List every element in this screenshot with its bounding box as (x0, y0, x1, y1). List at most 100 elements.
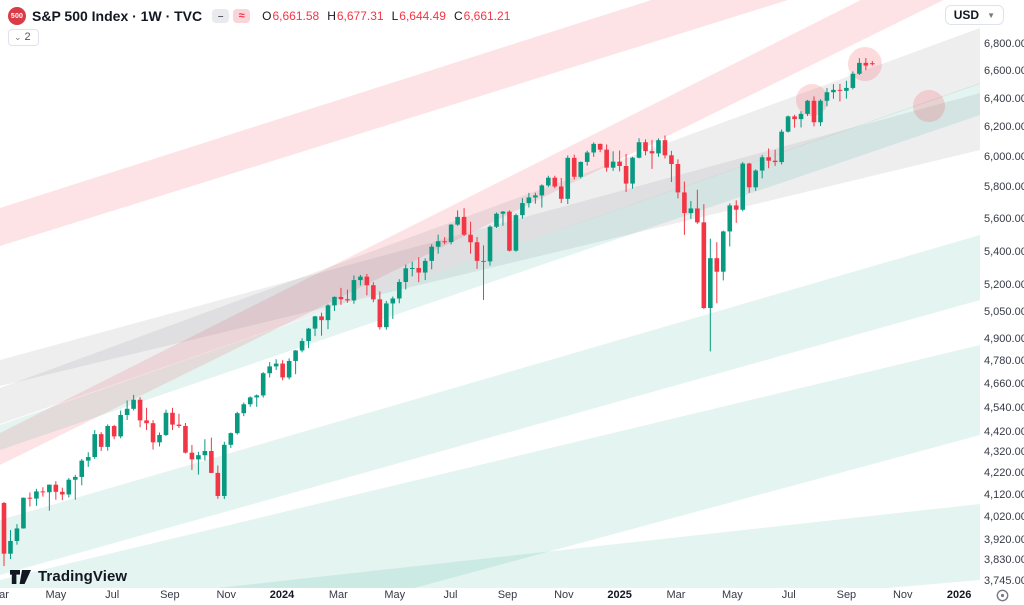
tradingview-wordmark: TradingView (38, 568, 128, 585)
tradingview-logo[interactable]: TradingView (10, 568, 127, 585)
support-band-1-band (0, 83, 980, 450)
candle-body (474, 242, 480, 261)
candle-body (565, 157, 571, 199)
candle-body (306, 328, 311, 342)
price-axis-label: 6,800.00 (984, 38, 1024, 51)
time-axis-label: Jul (105, 589, 120, 601)
candle-body (643, 142, 648, 152)
candle-body (805, 100, 810, 114)
candle-body (390, 298, 396, 304)
candle-body (358, 276, 363, 281)
time-axis-label: May (721, 589, 743, 601)
candle-body (409, 267, 415, 269)
symbol-logo: 500 (8, 7, 26, 25)
hidden-channel-chip-icon[interactable]: ≈ (233, 9, 251, 23)
candle-body (92, 434, 98, 458)
ohlc-readout: O6,661.58 H6,677.31 L6,644.49 C6,661.21 (262, 9, 510, 23)
candle-body (351, 280, 357, 301)
candle-body (785, 116, 791, 132)
candle-body (8, 540, 13, 554)
candle-body (442, 241, 447, 243)
candle-body (247, 397, 253, 405)
candle-body (183, 426, 188, 453)
candle-body (688, 208, 694, 214)
candle-body (857, 62, 862, 74)
candle-body (163, 412, 169, 435)
candle-body (500, 211, 506, 214)
candle-body (811, 100, 817, 123)
time-axis-label: Sep (497, 589, 518, 601)
symbol-title[interactable]: S&P 500 Index · 1W · TVC (32, 8, 203, 24)
time-axis-label: Sep (160, 589, 180, 601)
candle-body (299, 341, 305, 351)
candle-body (617, 161, 622, 166)
tradingview-monogram-icon (10, 569, 31, 584)
chevron-down-icon: ⌄ (14, 31, 22, 42)
candle-body (312, 316, 318, 329)
price-axis-label: 6,600.00 (984, 65, 1024, 78)
price-axis-label: 4,120.00 (984, 488, 1024, 501)
candle-body (461, 216, 467, 235)
candle-body (837, 89, 843, 91)
candle-body (338, 296, 344, 300)
time-axis-label: 2026 (946, 589, 972, 601)
candle-body (416, 267, 422, 273)
currency-selector-button[interactable]: USD ▼ (944, 5, 1004, 25)
candle-body (222, 444, 227, 496)
time-axis-label: Nov (216, 589, 237, 601)
candle-body (558, 186, 564, 199)
time-axis-label: Mar (666, 589, 686, 601)
open-value: O6,661.58 (262, 9, 320, 23)
support-band-3-band (0, 345, 980, 588)
time-axis[interactable]: Mar May Jul Sep Nov 2024 Mar May Jul Sep Nov 2025 Ma… (0, 588, 980, 605)
candle-body (487, 226, 493, 262)
support-band-4-band (217, 504, 980, 588)
candle-body (105, 426, 110, 447)
price-axis-label: 6,200.00 (984, 121, 1024, 134)
candle-body (455, 216, 460, 225)
candle-body (675, 164, 681, 193)
price-axis-label: 4,540.00 (984, 401, 1024, 414)
candle-body (520, 203, 525, 216)
candle-body (131, 399, 136, 409)
candle-body (396, 281, 402, 299)
indicator-count: 2 (24, 31, 31, 43)
candle-body (345, 299, 350, 301)
candle-body (293, 350, 298, 361)
candle-body (234, 413, 240, 434)
hidden-indicator-chip-icon[interactable]: – (212, 9, 230, 23)
time-axis-label: May (45, 589, 67, 601)
resistance-band-2-band (0, 0, 944, 465)
price-axis[interactable]: 6,800.00 6,600.00 6,400.00 6,200.00 6,000.00… (984, 0, 1024, 588)
collapse-indicators-button[interactable]: ⌄ 2 (8, 29, 39, 46)
low-value: L6,644.49 (391, 9, 446, 23)
candle-body (740, 163, 746, 210)
candle-body (604, 149, 609, 168)
price-axis-label: 3,830.00 (984, 554, 1024, 567)
candle-body (533, 195, 538, 198)
candle-body (597, 143, 603, 150)
price-axis-label: 5,600.00 (984, 212, 1024, 225)
candle-body (27, 497, 33, 499)
time-axis-label: May (384, 589, 406, 601)
time-axis-label: Nov (554, 589, 574, 601)
candle-body (714, 258, 720, 272)
candle-body (448, 224, 454, 243)
gear-icon[interactable] (995, 588, 1010, 603)
candle-body (196, 455, 201, 460)
support-band-2-band (0, 235, 980, 575)
candle-body (72, 476, 78, 480)
candle-body (286, 360, 292, 378)
price-axis-label: 6,000.00 (984, 150, 1024, 163)
candle-body (371, 285, 376, 300)
candle-body (623, 165, 629, 184)
price-axis-label: 4,220.00 (984, 467, 1024, 480)
candle-body (468, 234, 473, 243)
candle-body (47, 484, 52, 493)
candle-body (766, 157, 771, 161)
candle-body (701, 222, 707, 309)
candle-body (630, 157, 635, 184)
candle-body (319, 316, 324, 321)
